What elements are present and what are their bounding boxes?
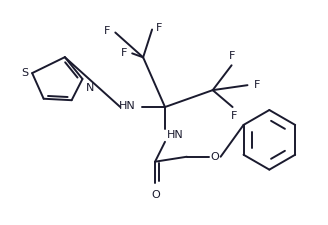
Text: F: F [104,25,110,36]
Text: S: S [21,68,28,78]
Text: O: O [210,152,219,162]
Text: N: N [86,83,94,93]
Text: O: O [152,189,160,200]
Text: F: F [231,111,238,121]
Text: F: F [156,22,162,33]
Text: F: F [254,80,260,90]
Text: HN: HN [118,101,135,111]
Text: F: F [121,48,127,58]
Text: HN: HN [167,130,184,140]
Text: F: F [228,51,235,61]
